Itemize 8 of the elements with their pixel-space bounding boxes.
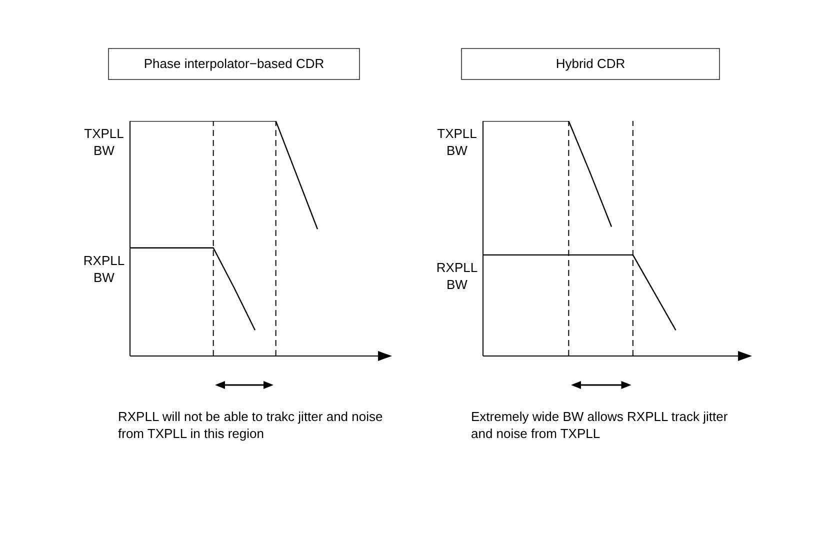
text: Extremely wide BW allows RXPLL track jitter and noise from TXPLL — [471, 408, 729, 442]
text: RXPLL will not be able to trakc jitter and noise from TXPLL in this region — [118, 408, 384, 442]
chart-title: Hybrid CDR — [461, 48, 720, 80]
series-label: TXPLL BW — [436, 125, 478, 159]
series-label: TXPLL BW — [83, 125, 125, 159]
series-label: RXPLL BW — [82, 252, 126, 286]
series-label: RXPLL BW — [435, 258, 479, 293]
chart-title: Phase interpolator−based CDR — [108, 48, 360, 80]
